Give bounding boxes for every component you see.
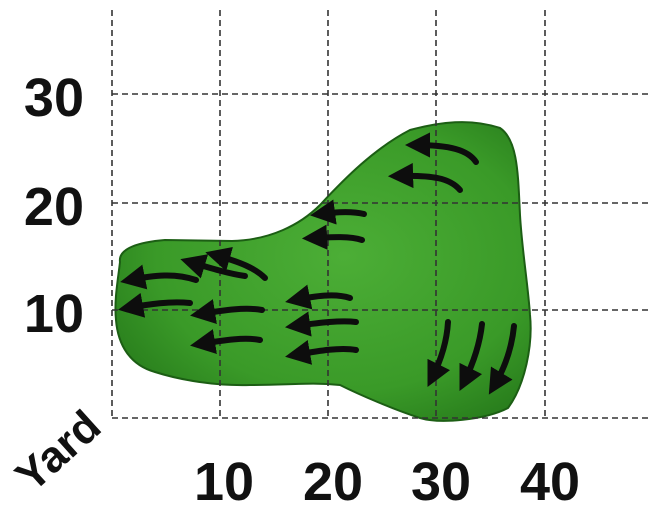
curved-slope-arrow-icon: [301, 224, 365, 250]
curved-slope-arrow-icon: [285, 311, 359, 337]
curved-slope-arrow-icon: [387, 162, 463, 193]
x-tick-30: 30: [411, 452, 471, 512]
x-tick-10: 10: [194, 452, 254, 512]
slope-arrows: [118, 132, 517, 395]
y-tick-30: 30: [24, 68, 84, 128]
curved-slope-arrow-icon: [205, 246, 268, 281]
curved-slope-arrow-icon: [190, 299, 265, 325]
curved-slope-arrow-icon: [459, 321, 485, 392]
x-tick-20: 20: [303, 452, 363, 512]
curved-slope-arrow-icon: [427, 319, 451, 388]
y-tick-10: 10: [24, 284, 84, 344]
x-tick-40: 40: [520, 452, 580, 512]
curved-slope-arrow-icon: [118, 292, 193, 318]
curved-slope-arrow-icon: [285, 284, 353, 310]
curved-slope-arrow-icon: [285, 339, 359, 365]
putting-green: [114, 121, 532, 422]
curved-slope-arrow-icon: [310, 199, 367, 225]
curved-slope-arrow-icon: [488, 323, 517, 395]
curved-slope-arrow-icon: [404, 132, 479, 165]
curved-slope-arrow-icon: [190, 329, 263, 355]
yard-label: Yard: [6, 401, 110, 501]
y-tick-20: 20: [24, 177, 84, 237]
